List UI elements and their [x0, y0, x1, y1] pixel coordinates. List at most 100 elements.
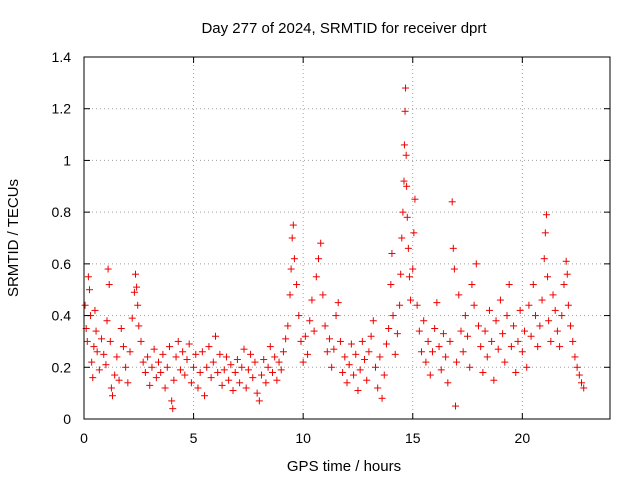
y-tick-label: 0.6	[52, 256, 72, 272]
data-point	[286, 291, 294, 299]
data-point	[319, 291, 327, 299]
data-point	[287, 265, 295, 273]
data-point	[578, 379, 586, 387]
data-point	[130, 288, 138, 296]
data-point	[374, 384, 382, 392]
data-point	[446, 337, 454, 345]
data-point	[512, 368, 520, 376]
data-point	[435, 343, 443, 351]
data-point	[242, 384, 250, 392]
y-tick-label: 0	[63, 411, 71, 427]
data-point	[571, 353, 579, 361]
data-point	[363, 376, 371, 384]
data-point	[461, 312, 469, 320]
data-point	[385, 325, 393, 332]
data-point	[137, 337, 145, 345]
data-point	[141, 368, 149, 376]
data-point	[367, 332, 375, 340]
data-point	[413, 301, 421, 309]
data-point	[358, 337, 366, 345]
data-point	[212, 332, 219, 340]
data-point	[325, 335, 333, 343]
data-point	[134, 301, 142, 309]
data-point	[479, 368, 487, 376]
data-point	[258, 371, 266, 379]
data-point	[295, 312, 303, 320]
data-point	[194, 384, 202, 392]
data-point	[102, 361, 110, 369]
data-point	[289, 221, 297, 229]
data-point	[402, 151, 410, 159]
data-point	[157, 368, 165, 376]
data-point	[187, 379, 195, 387]
data-point	[483, 353, 491, 361]
data-point	[501, 358, 509, 366]
data-point	[538, 296, 546, 304]
data-point	[104, 265, 112, 273]
data-point	[85, 286, 93, 294]
data-point	[516, 306, 524, 314]
y-tick-label: 1.4	[52, 49, 72, 65]
data-point	[433, 299, 441, 307]
data-point	[310, 327, 318, 335]
data-points	[81, 84, 588, 413]
data-point	[227, 361, 235, 369]
data-point	[155, 358, 163, 366]
data-point	[330, 345, 338, 353]
data-point	[345, 361, 353, 369]
data-point	[488, 337, 496, 345]
data-point	[387, 281, 395, 289]
data-point	[220, 366, 228, 374]
data-point	[170, 376, 178, 384]
data-point	[268, 368, 276, 376]
plot-frame	[83, 56, 611, 420]
data-point	[332, 312, 340, 320]
data-point	[485, 306, 493, 314]
data-point	[410, 229, 418, 237]
data-point	[510, 322, 518, 330]
data-point	[426, 371, 434, 379]
data-point	[464, 332, 472, 340]
data-point	[575, 371, 583, 379]
data-point	[126, 348, 134, 356]
data-point	[380, 371, 388, 379]
data-point	[253, 389, 261, 397]
x-axis-title: GPS time / hours	[287, 458, 401, 475]
data-point	[203, 363, 211, 371]
data-point	[275, 358, 283, 366]
data-point	[293, 281, 301, 289]
data-point	[531, 312, 539, 320]
data-point	[93, 348, 101, 356]
data-point	[580, 384, 588, 392]
data-point	[163, 363, 171, 371]
data-point	[407, 296, 415, 304]
data-point	[122, 363, 130, 371]
data-point	[551, 306, 559, 314]
data-point	[264, 363, 272, 371]
data-point	[240, 345, 248, 353]
data-point	[107, 384, 115, 392]
y-tick-label: 1	[63, 152, 71, 168]
data-point	[343, 379, 351, 387]
data-point	[341, 353, 349, 361]
x-tick-label: 15	[405, 430, 421, 446]
data-point	[400, 141, 408, 149]
data-point	[514, 337, 522, 345]
data-point	[144, 353, 152, 361]
data-point	[317, 239, 325, 247]
data-point	[527, 332, 535, 340]
data-point	[273, 376, 281, 384]
x-tick-label: 0	[80, 430, 88, 446]
data-point	[185, 340, 193, 348]
data-point	[103, 317, 111, 325]
axis-ticks: 0 0.2 0.4 0.6 0.8 1 1.2 1.4 0 5 10 15 20	[52, 49, 610, 446]
data-point	[453, 358, 461, 366]
data-point	[470, 301, 478, 309]
data-point	[139, 358, 147, 366]
data-point	[437, 366, 445, 374]
data-point	[229, 387, 237, 395]
data-point	[222, 353, 230, 361]
data-point	[146, 381, 154, 389]
x-tick-label: 10	[295, 430, 311, 446]
data-point	[398, 234, 406, 242]
